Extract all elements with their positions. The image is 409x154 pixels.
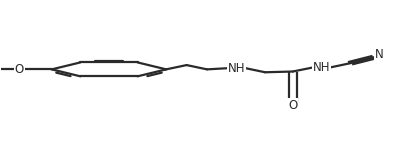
Text: O: O xyxy=(14,63,24,76)
Text: NH: NH xyxy=(227,62,245,75)
Text: NH: NH xyxy=(312,61,329,74)
Text: N: N xyxy=(374,48,383,61)
Text: O: O xyxy=(288,99,297,112)
